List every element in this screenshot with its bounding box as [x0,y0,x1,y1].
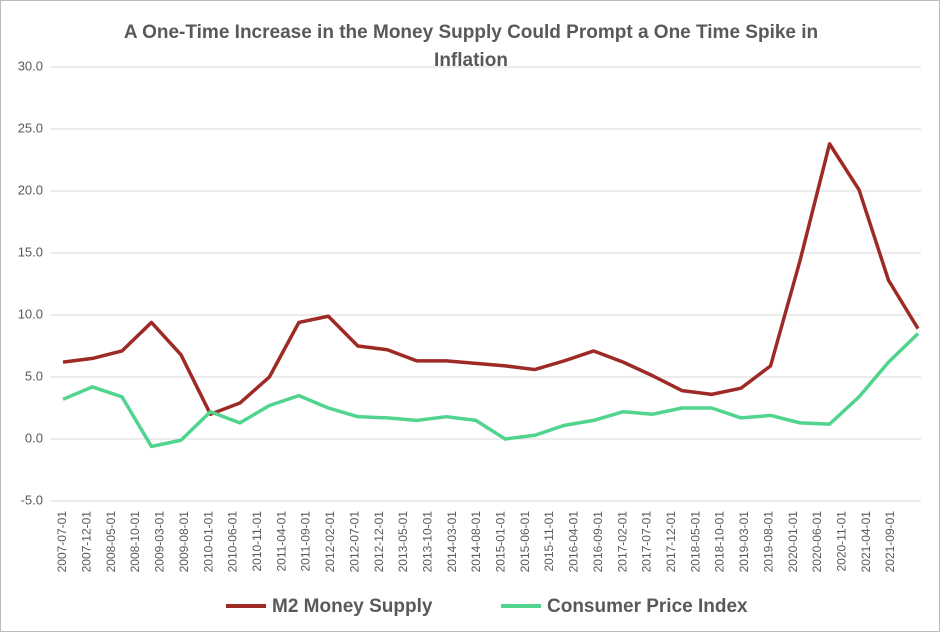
x-tick-label: 2014-08-01 [469,511,483,573]
x-tick-label: 2012-12-01 [372,511,386,573]
legend-label: M2 Money Supply [272,596,433,617]
x-tick-label: 2010-11-01 [250,511,264,572]
series-line [62,142,920,416]
x-tick-label: 2010-01-01 [201,511,215,573]
legend-label: Consumer Price Index [547,596,748,617]
y-tick-label: 10.0 [18,306,43,321]
x-tick-label: 2012-02-01 [323,511,337,573]
y-tick-label: 5.0 [25,368,43,383]
x-tick-label: 2021-04-01 [859,511,873,573]
x-tick-label: 2021-09-01 [883,511,897,573]
x-tick-label: 2018-10-01 [713,511,727,573]
y-tick-label: 20.0 [18,182,43,197]
x-tick-label: 2015-11-01 [542,511,556,572]
x-tick-label: 2020-11-01 [834,511,848,572]
x-tick-label: 2016-04-01 [567,511,581,573]
x-tick-label: 2007-07-01 [55,511,69,573]
y-tick-label: 15.0 [18,244,43,259]
y-tick-label: 0.0 [25,430,43,445]
series-line [62,332,920,449]
x-tick-label: 2015-06-01 [518,511,532,573]
x-tick-label: 2020-06-01 [810,511,824,573]
x-tick-label: 2011-04-01 [274,511,288,572]
x-tick-label: 2013-10-01 [420,511,434,573]
x-tick-label: 2009-03-01 [153,511,167,573]
x-tick-label: 2013-05-01 [396,511,410,573]
x-tick-label: 2010-06-01 [226,511,240,573]
x-tick-label: 2017-12-01 [664,511,678,573]
y-tick-label: 30.0 [18,58,43,73]
x-tick-label: 2015-01-01 [494,511,508,573]
x-tick-label: 2017-02-01 [615,511,629,573]
x-tick-label: 2019-03-01 [737,511,751,573]
chart-title: A One-Time Increase in the Money Supply … [123,22,819,71]
x-tick-label: 2009-08-01 [177,511,191,573]
x-tick-label: 2011-09-01 [299,511,313,572]
x-tick-label: 2008-05-01 [104,511,118,573]
y-tick-label: -5.0 [21,492,43,507]
x-tick-label: 2019-08-01 [761,511,775,573]
x-tick-label: 2020-01-01 [786,511,800,573]
x-tick-label: 2007-12-01 [80,511,94,573]
x-tick-label: 2016-09-01 [591,511,605,573]
x-tick-label: 2018-05-01 [688,511,702,573]
y-tick-label: 25.0 [18,120,43,135]
x-tick-label: 2012-07-01 [347,511,361,573]
x-tick-label: 2017-07-01 [640,511,654,573]
x-tick-label: 2008-10-01 [128,511,142,573]
x-tick-label: 2014-03-01 [445,511,459,573]
